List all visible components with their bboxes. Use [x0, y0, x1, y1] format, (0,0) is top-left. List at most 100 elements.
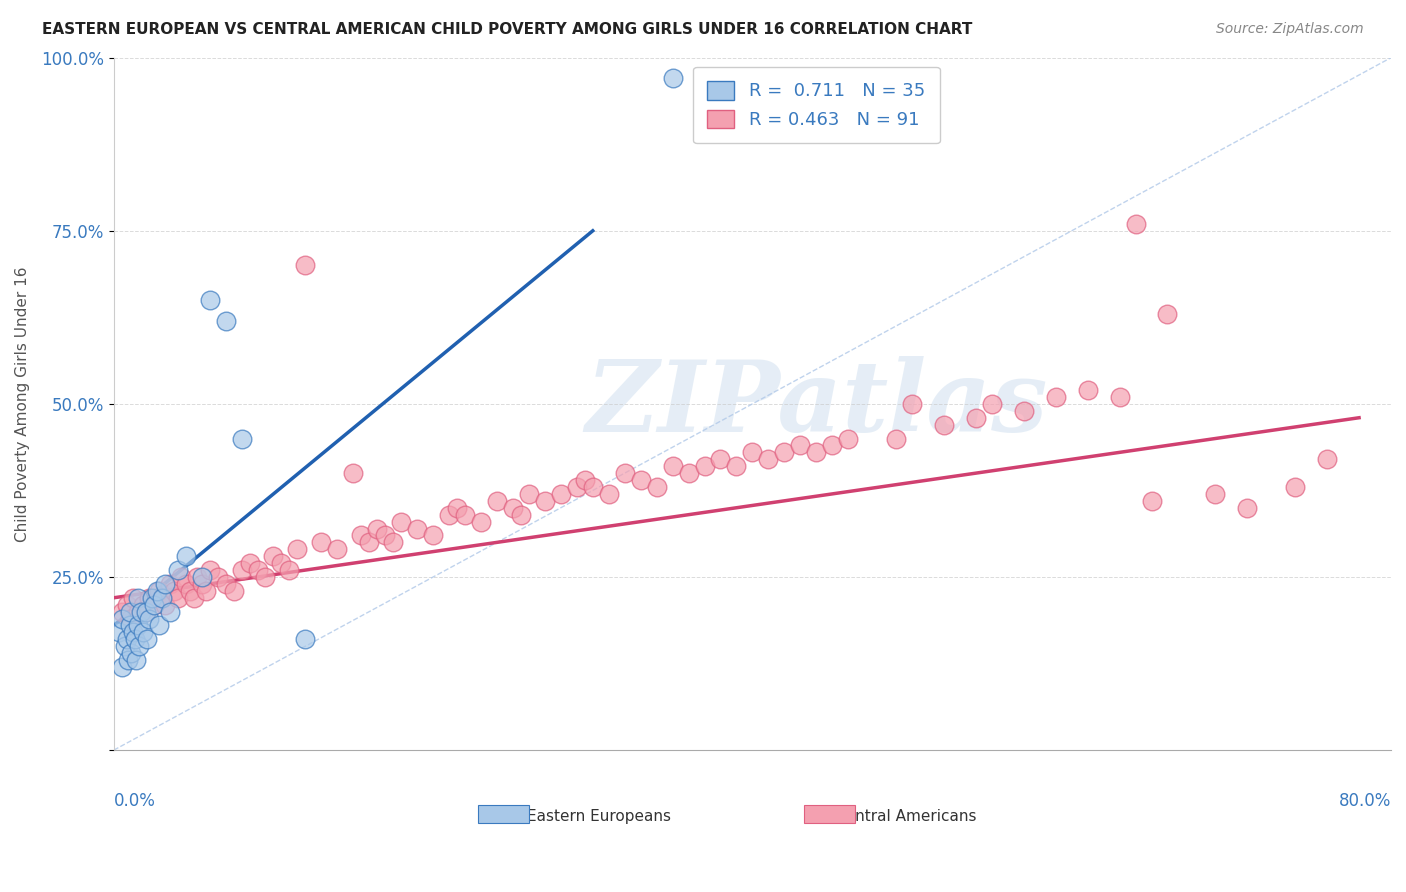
Point	[574, 473, 596, 487]
Point	[190, 577, 212, 591]
Point	[159, 605, 181, 619]
Point	[382, 535, 405, 549]
Point	[485, 493, 508, 508]
Point	[153, 577, 176, 591]
Point	[148, 618, 170, 632]
Point	[446, 500, 468, 515]
Point	[661, 71, 683, 86]
Point	[166, 563, 188, 577]
Point	[148, 583, 170, 598]
Point	[350, 528, 373, 542]
Point	[980, 397, 1002, 411]
Point	[127, 591, 149, 605]
Point	[122, 625, 145, 640]
Point	[789, 438, 811, 452]
Point	[342, 466, 364, 480]
Point	[150, 591, 173, 605]
Point	[127, 618, 149, 632]
Point	[124, 632, 146, 647]
Point	[294, 632, 316, 647]
Point	[111, 660, 134, 674]
Point	[287, 542, 309, 557]
Point	[806, 445, 828, 459]
Point	[598, 487, 620, 501]
Point	[127, 605, 149, 619]
Point	[174, 549, 197, 564]
Point	[437, 508, 460, 522]
Point	[884, 432, 907, 446]
Point	[179, 583, 201, 598]
Point	[135, 605, 157, 619]
Text: EASTERN EUROPEAN VS CENTRAL AMERICAN CHILD POVERTY AMONG GIRLS UNDER 16 CORRELAT: EASTERN EUROPEAN VS CENTRAL AMERICAN CHI…	[42, 22, 973, 37]
Point	[661, 459, 683, 474]
Point	[153, 598, 176, 612]
Text: Eastern Europeans: Eastern Europeans	[527, 809, 671, 824]
Point	[111, 605, 134, 619]
Point	[198, 293, 221, 307]
Point	[159, 577, 181, 591]
Point	[115, 632, 138, 647]
Point	[645, 480, 668, 494]
Point	[186, 570, 208, 584]
Point	[118, 611, 141, 625]
Point	[965, 410, 987, 425]
Point	[107, 625, 129, 640]
Point	[231, 563, 253, 577]
Point	[135, 605, 157, 619]
Point	[837, 432, 859, 446]
Point	[131, 598, 153, 612]
Point	[263, 549, 285, 564]
Point	[294, 259, 316, 273]
Text: 80.0%: 80.0%	[1339, 791, 1391, 810]
Point	[183, 591, 205, 605]
Point	[190, 570, 212, 584]
Point	[131, 625, 153, 640]
Point	[565, 480, 588, 494]
Point	[454, 508, 477, 522]
Point	[118, 605, 141, 619]
Point	[374, 528, 396, 542]
Point	[1236, 500, 1258, 515]
Point	[534, 493, 557, 508]
Point	[709, 452, 731, 467]
Point	[470, 515, 492, 529]
Point	[406, 522, 429, 536]
Point	[118, 618, 141, 632]
Point	[141, 591, 163, 605]
Point	[517, 487, 540, 501]
Point	[207, 570, 229, 584]
Point	[366, 522, 388, 536]
Point	[246, 563, 269, 577]
Text: 0.0%: 0.0%	[114, 791, 156, 810]
Point	[238, 556, 260, 570]
Point	[142, 598, 165, 612]
Point	[163, 583, 186, 598]
Point	[821, 438, 844, 452]
Point	[550, 487, 572, 501]
Point	[195, 583, 218, 598]
Point	[122, 591, 145, 605]
Point	[146, 583, 169, 598]
Point	[222, 583, 245, 598]
Point	[231, 432, 253, 446]
Point	[1045, 390, 1067, 404]
Point	[510, 508, 533, 522]
Point	[1204, 487, 1226, 501]
Point	[1077, 383, 1099, 397]
Point	[326, 542, 349, 557]
Point	[214, 577, 236, 591]
Point	[1316, 452, 1339, 467]
Point	[630, 473, 652, 487]
Legend: R =  0.711   N = 35, R = 0.463   N = 91: R = 0.711 N = 35, R = 0.463 N = 91	[693, 67, 939, 144]
Point	[613, 466, 636, 480]
Point	[901, 397, 924, 411]
Point	[932, 417, 955, 432]
Point	[1140, 493, 1163, 508]
FancyBboxPatch shape	[478, 805, 529, 822]
Point	[758, 452, 780, 467]
Point	[725, 459, 748, 474]
Point	[1012, 404, 1035, 418]
Point	[198, 563, 221, 577]
Point	[1156, 307, 1178, 321]
Point	[422, 528, 444, 542]
